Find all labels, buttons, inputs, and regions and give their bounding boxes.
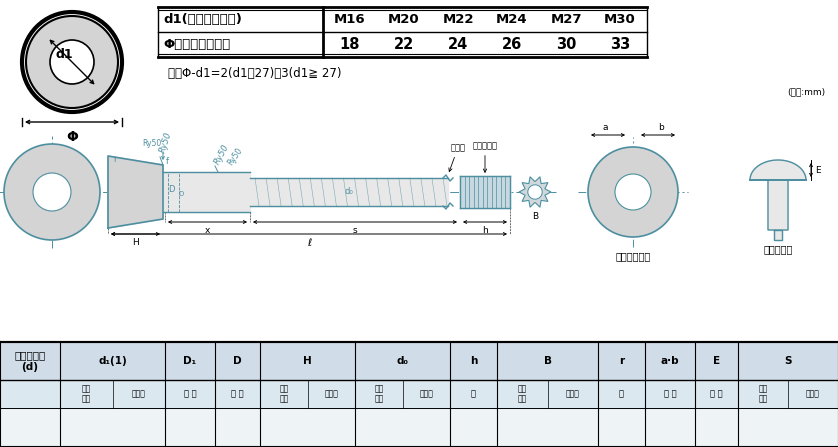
Polygon shape (460, 176, 510, 208)
Text: E: E (713, 356, 720, 366)
Polygon shape (0, 380, 838, 408)
Text: 26: 26 (502, 37, 522, 52)
Text: Ry50: Ry50 (213, 143, 231, 166)
Polygon shape (108, 156, 163, 228)
Text: M27: M27 (551, 13, 582, 26)
Ellipse shape (615, 174, 651, 210)
Polygon shape (774, 230, 782, 240)
Text: d1: d1 (55, 47, 73, 60)
Text: 許容差: 許容差 (566, 389, 580, 398)
Text: 最 小: 最 小 (231, 389, 244, 398)
Text: f: f (166, 157, 169, 166)
Polygon shape (163, 172, 250, 212)
Text: D: D (233, 356, 242, 366)
Text: 許容差: 許容差 (132, 389, 146, 398)
Text: 最 小: 最 小 (184, 389, 196, 398)
Text: d1(ねじの呼び径): d1(ねじの呼び径) (163, 13, 242, 26)
Polygon shape (0, 342, 838, 447)
Text: 30: 30 (556, 37, 577, 52)
Text: x: x (204, 226, 210, 235)
Text: S: S (784, 356, 792, 366)
Text: s: s (353, 226, 357, 235)
Text: 約: 約 (619, 389, 624, 398)
Ellipse shape (588, 147, 678, 237)
Text: D₁: D₁ (184, 356, 197, 366)
Circle shape (26, 16, 118, 108)
Circle shape (50, 40, 94, 84)
Polygon shape (0, 342, 838, 380)
Text: 18: 18 (339, 37, 360, 52)
Polygon shape (519, 177, 551, 207)
Text: d₁(1): d₁(1) (98, 356, 127, 366)
Text: a: a (603, 123, 608, 132)
Text: b: b (658, 123, 664, 132)
Text: r: r (619, 356, 624, 366)
Text: 破断渝: 破断渝 (449, 143, 465, 172)
Text: H: H (132, 238, 139, 247)
Text: 最 大: 最 大 (710, 389, 723, 398)
Text: Φ: Φ (66, 130, 78, 144)
Text: a·b: a·b (660, 356, 680, 366)
Text: ねじの呼び
(d): ねじの呼び (d) (14, 350, 45, 372)
Text: B: B (544, 356, 551, 366)
Text: M22: M22 (442, 13, 473, 26)
Ellipse shape (4, 144, 100, 240)
Text: 22: 22 (394, 37, 414, 52)
Text: 最 大: 最 大 (664, 389, 676, 398)
Text: Ry50: Ry50 (158, 131, 173, 154)
Text: d₀: d₀ (396, 356, 408, 366)
Text: 座面の傾き: 座面の傾き (763, 244, 793, 254)
Text: E: E (815, 165, 820, 174)
Text: 基準
寸法: 基準 寸法 (374, 384, 383, 404)
Circle shape (528, 185, 542, 199)
Text: Ry50: Ry50 (225, 146, 244, 167)
Text: ピンテール: ピンテール (473, 141, 498, 172)
Text: 基準
寸法: 基準 寸法 (81, 384, 91, 404)
Text: (単位:mm): (単位:mm) (787, 87, 825, 96)
Text: D: D (168, 186, 174, 194)
Text: 約: 約 (471, 389, 476, 398)
Text: 頭部の片寄り: 頭部の片寄り (615, 251, 650, 261)
Text: M20: M20 (388, 13, 420, 26)
Text: H: H (303, 356, 312, 366)
Text: 基準
寸法: 基準 寸法 (758, 384, 768, 404)
Text: 基準
寸法: 基準 寸法 (279, 384, 288, 404)
Text: d₀: d₀ (344, 186, 354, 195)
Text: ℓ: ℓ (307, 238, 311, 248)
Ellipse shape (33, 173, 71, 211)
Text: 基準
寸法: 基準 寸法 (518, 384, 527, 404)
Text: 24: 24 (447, 37, 468, 52)
Text: h: h (470, 356, 477, 366)
Text: M16: M16 (334, 13, 366, 26)
Polygon shape (750, 160, 806, 230)
Text: h: h (482, 226, 488, 235)
Text: 許容差: 許容差 (806, 389, 820, 398)
Text: M24: M24 (496, 13, 528, 26)
Text: M30: M30 (604, 13, 636, 26)
Polygon shape (250, 178, 448, 206)
Text: 注：Φ-d1=2(d1＜27)、3(d1≧ 27): 注：Φ-d1=2(d1＜27)、3(d1≧ 27) (168, 67, 342, 80)
Text: 許容差: 許容差 (419, 389, 433, 398)
Text: 33: 33 (610, 37, 630, 52)
Text: B: B (532, 212, 538, 221)
Text: 許容差: 許容差 (324, 389, 339, 398)
Text: r: r (113, 155, 116, 164)
Text: D: D (178, 191, 184, 197)
Text: Φ（ボルト孔径）: Φ（ボルト孔径） (163, 38, 230, 51)
Text: Ry50: Ry50 (142, 139, 161, 148)
